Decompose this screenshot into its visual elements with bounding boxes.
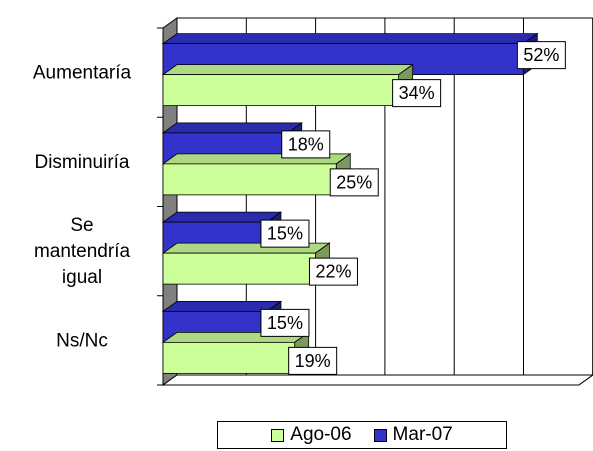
data-label: 15% — [267, 224, 303, 244]
bar-ago-06-3 — [162, 252, 316, 285]
legend-label: Mar-07 — [392, 424, 453, 445]
legend-label: Ago-06 — [290, 424, 352, 445]
category-label-line: mantendría — [34, 241, 131, 262]
bar-ago-06-4 — [162, 341, 296, 374]
legend-item: Ago-06 — [271, 424, 352, 446]
bar-top-face — [161, 122, 303, 134]
data-label: 19% — [295, 351, 331, 371]
legend-swatch — [373, 428, 387, 442]
data-label-box — [288, 346, 338, 375]
data-label-box — [260, 308, 310, 337]
data-label-box — [308, 257, 358, 286]
floor — [161, 374, 593, 386]
category-label-line: Ns/Nc — [56, 330, 108, 351]
data-label-box — [516, 41, 566, 70]
legend-swatch — [271, 428, 285, 442]
category-label: Disminuiría — [34, 152, 129, 173]
category-label: Se mantendría igual — [34, 215, 131, 288]
data-label: 22% — [315, 262, 351, 282]
category-label-line: Disminuiría — [34, 152, 129, 173]
bar-ago-06-2 — [162, 163, 337, 196]
data-label: 18% — [288, 134, 324, 154]
category-label-line: Aumentaría — [33, 63, 132, 84]
data-label-box — [260, 219, 310, 248]
legend-item: Mar-07 — [373, 424, 453, 446]
data-label-box — [281, 130, 331, 159]
bar-top-face — [161, 33, 539, 45]
data-label: 15% — [267, 313, 303, 333]
data-label: 52% — [523, 45, 559, 65]
data-label-box — [392, 79, 442, 108]
category-label-line: Se — [70, 215, 93, 236]
data-label: 25% — [336, 172, 372, 192]
category-label: Aumentaría — [33, 63, 132, 84]
data-label: 34% — [399, 83, 435, 103]
category-label: Ns/Nc — [56, 330, 108, 351]
legend: Ago-06 Mar-07 — [217, 421, 507, 449]
category-label-line: igual — [62, 267, 102, 288]
bar-ago-06-1 — [162, 74, 400, 107]
bar-top-face — [161, 64, 414, 76]
data-label-box — [329, 168, 379, 197]
